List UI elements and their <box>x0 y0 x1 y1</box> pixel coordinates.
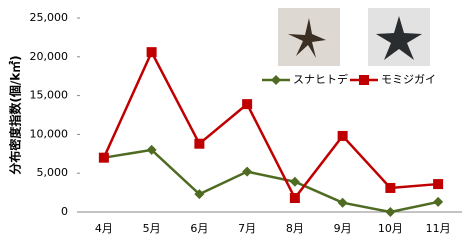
x-tick-label: 7月 <box>238 222 256 235</box>
y-tick-label: 5,000 <box>37 166 69 179</box>
point <box>194 139 204 149</box>
y-tick-label: 20,000 <box>30 50 69 63</box>
point <box>290 193 300 203</box>
point <box>99 153 109 163</box>
x-tick-label: 6月 <box>190 222 208 235</box>
y-tick-label: 10,000 <box>30 127 69 140</box>
x-tick-label: 8月 <box>286 222 304 235</box>
point <box>338 131 348 141</box>
y-tick-label: 0 <box>61 205 68 218</box>
point <box>147 47 157 57</box>
x-tick-label: 10月 <box>378 222 403 235</box>
point <box>359 75 369 85</box>
y-axis-title: 分布密度指数(個/k㎡) <box>8 55 23 174</box>
x-tick-label: 9月 <box>334 222 352 235</box>
x-tick-label: 11月 <box>426 222 451 235</box>
x-tick-label: 4月 <box>95 222 113 235</box>
y-tick-label: 15,000 <box>30 89 69 102</box>
y-tick-label: 25,000 <box>30 11 69 24</box>
legend-label: モミジガイ <box>381 73 436 86</box>
x-tick-label: 5月 <box>143 222 161 235</box>
chart: 分布密度指数(個/k㎡) 0 5,000 10,000 15,000 20,000 25,… <box>0 0 470 240</box>
point <box>242 99 252 109</box>
legend-label: スナヒトデ <box>293 72 348 86</box>
point <box>433 179 443 189</box>
point <box>385 183 395 193</box>
